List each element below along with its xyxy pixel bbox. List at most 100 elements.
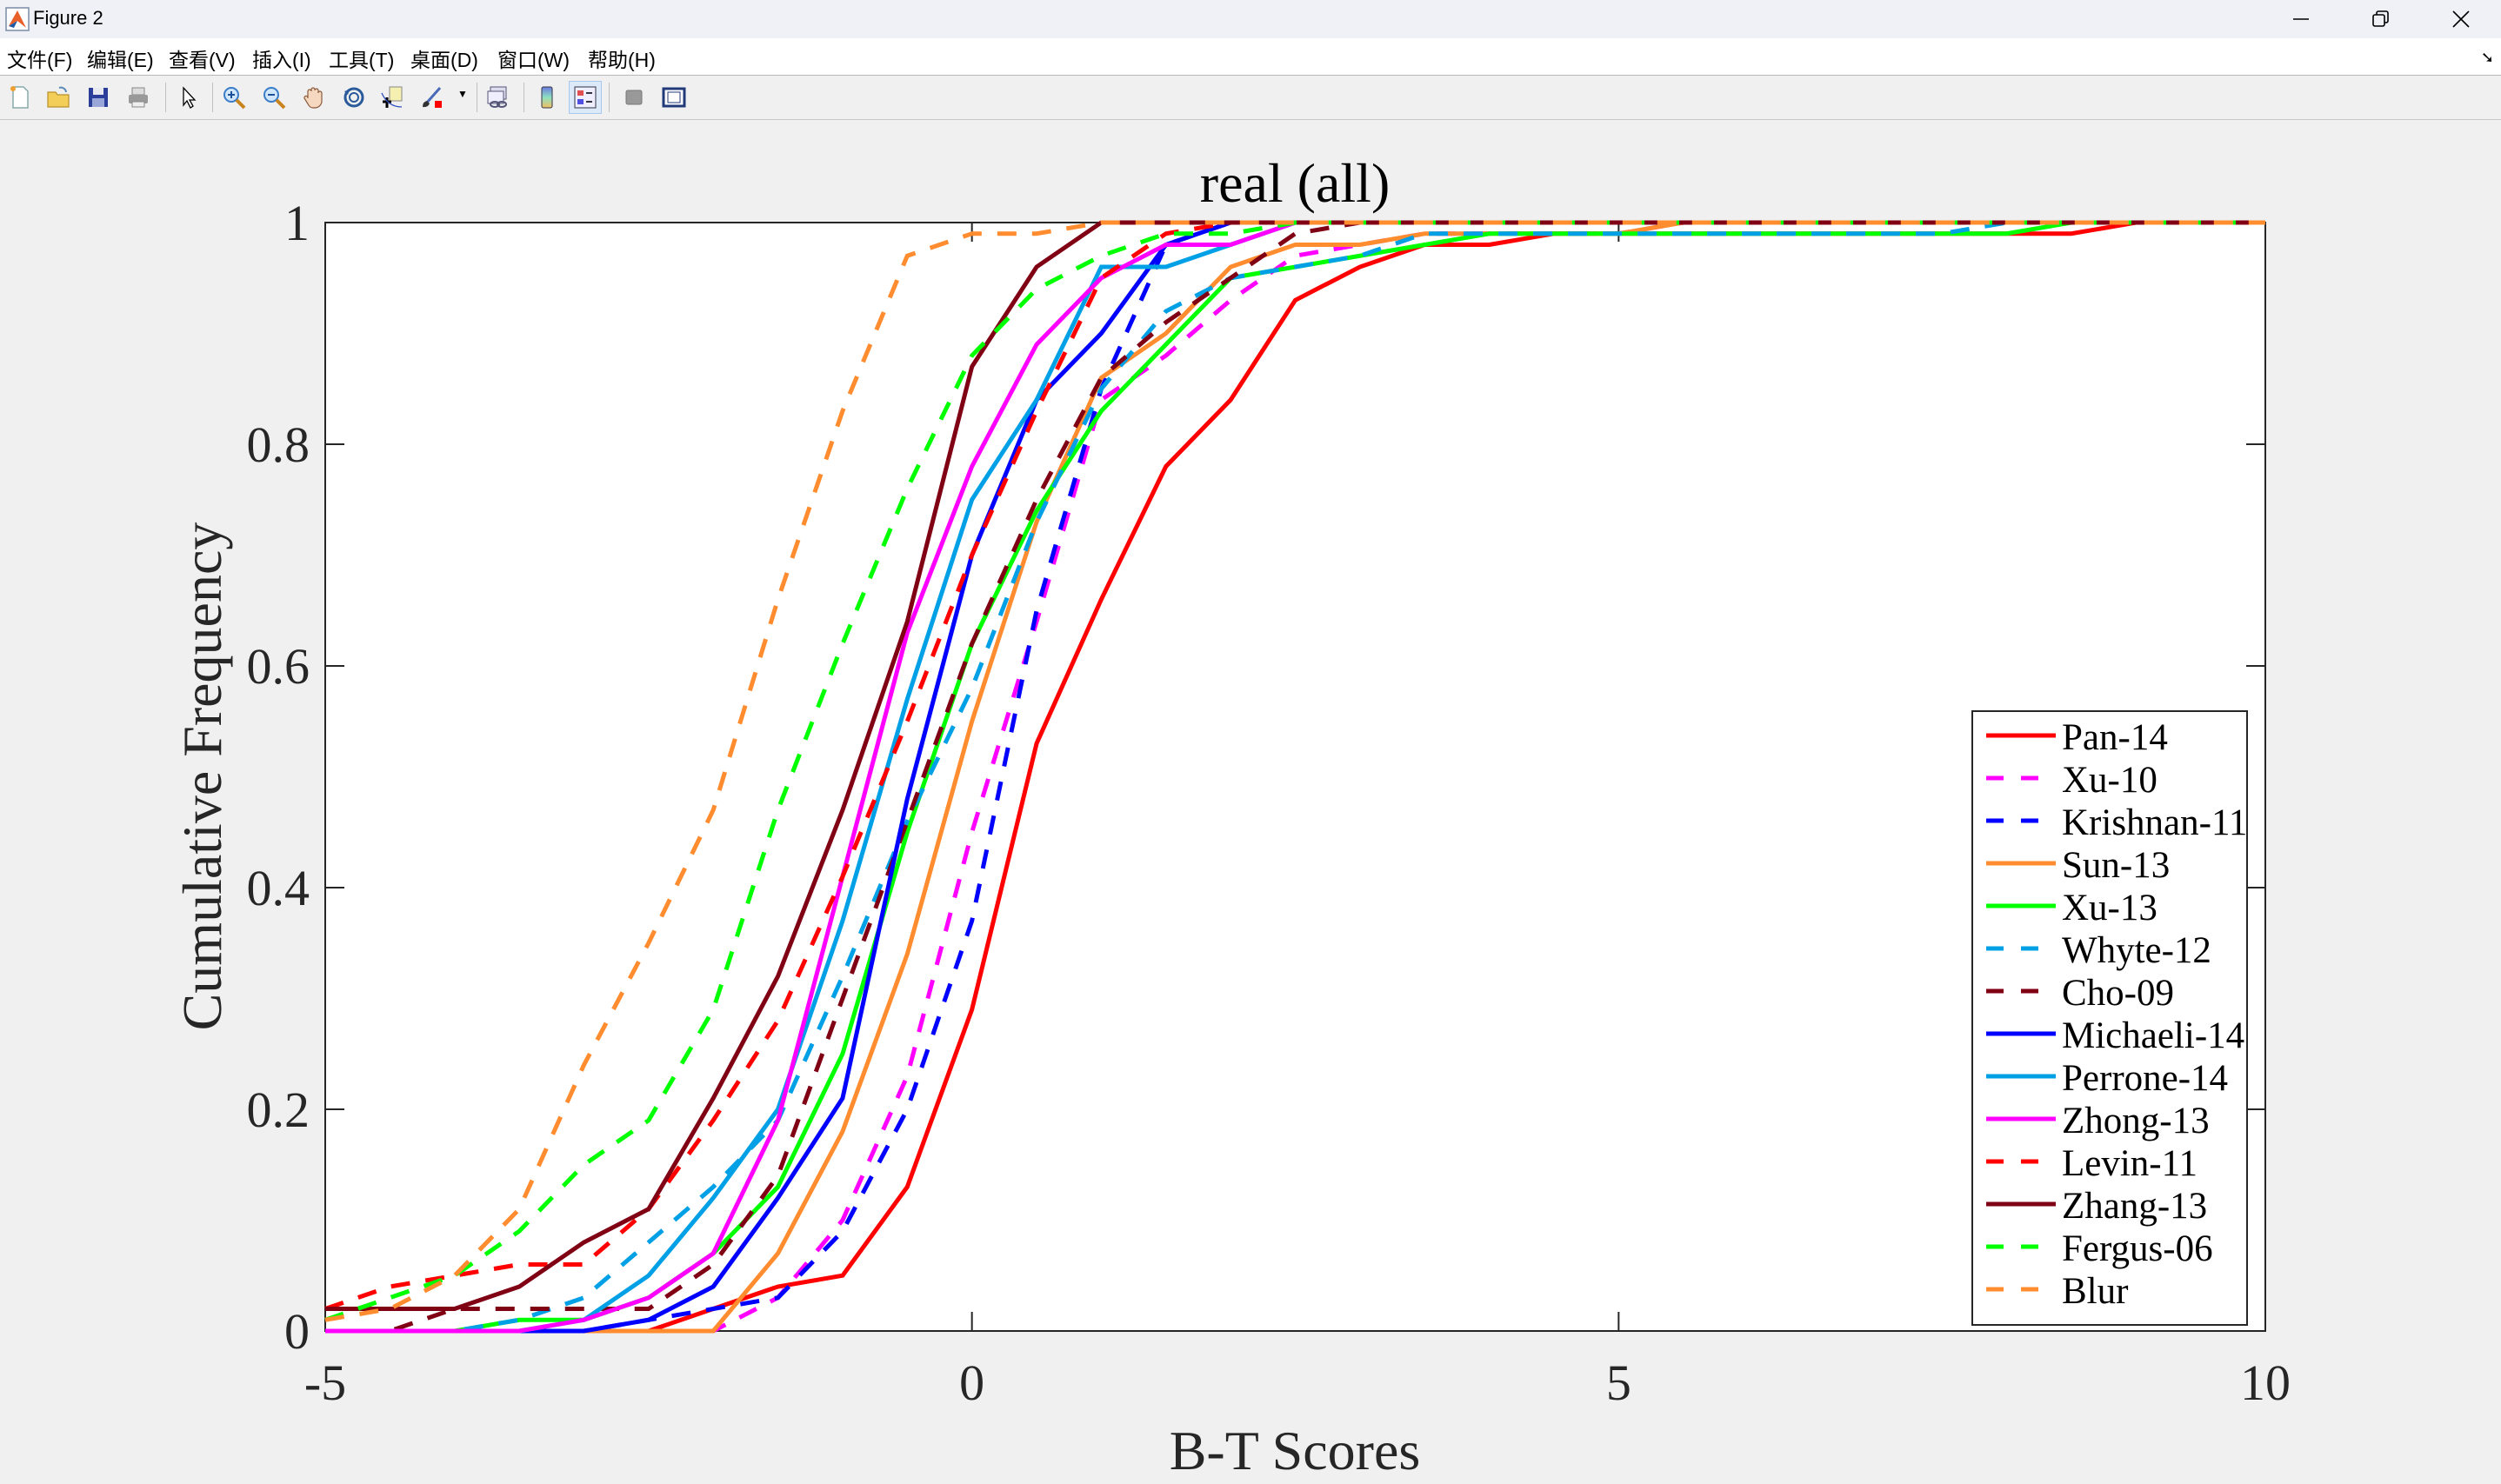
data-cursor-button[interactable] <box>376 81 409 114</box>
legend-item[interactable]: Blur <box>1986 1271 2128 1312</box>
legend-label: Michaeli-14 <box>2062 1015 2244 1056</box>
series-lines <box>324 220 2265 1334</box>
legend-item[interactable]: Xu-10 <box>1986 760 2158 801</box>
link-plot-button[interactable] <box>482 81 515 114</box>
y-tick-label: 0.8 <box>247 416 310 473</box>
x-tick-label: 5 <box>1606 1354 1631 1411</box>
new-figure-button[interactable] <box>3 81 37 114</box>
legend-item[interactable]: Perrone-14 <box>1986 1058 2228 1099</box>
link-plot-icon <box>487 86 507 108</box>
save-icon <box>89 88 108 107</box>
new-figure-icon <box>10 86 29 109</box>
menu-tools[interactable]: 工具(T) <box>329 49 395 71</box>
insert-colorbar-button[interactable] <box>530 81 564 114</box>
data-cursor-icon <box>381 86 403 108</box>
legend-label: Perrone-14 <box>2062 1058 2228 1099</box>
legend[interactable]: Pan-14Xu-10Krishnan-11Sun-13Xu-13Whyte-1… <box>1971 710 2248 1326</box>
hide-plot-tools-icon <box>625 90 643 105</box>
close-button[interactable] <box>2421 0 2501 38</box>
plot-area <box>324 222 2266 1332</box>
legend-label: Sun-13 <box>2062 845 2170 886</box>
legend-label: Pan-14 <box>2062 717 2168 758</box>
brush-button[interactable] <box>416 81 449 114</box>
menu-help[interactable]: 帮助(H) <box>588 49 656 71</box>
x-tick-label: 0 <box>959 1354 984 1411</box>
legend-label: Krishnan-11 <box>2062 802 2247 843</box>
close-icon <box>2452 10 2470 28</box>
legend-icon <box>574 86 597 109</box>
zoom-out-button[interactable] <box>257 81 290 114</box>
legend-label: Levin-11 <box>2062 1143 2198 1184</box>
menu-desktop[interactable]: 桌面(D) <box>410 49 478 71</box>
legend-label: Zhong-13 <box>2062 1101 2210 1141</box>
legend-item[interactable]: Sun-13 <box>1986 845 2170 886</box>
y-tick-label: 0.6 <box>247 638 310 695</box>
y-tick-label: 0.4 <box>247 860 310 916</box>
title-bar: Figure 2 <box>0 0 2501 38</box>
minimize-button[interactable] <box>2261 0 2341 38</box>
legend-label: Blur <box>2062 1271 2128 1312</box>
y-tick-label: 0 <box>284 1303 310 1360</box>
x-tick-label: 10 <box>2240 1354 2291 1411</box>
edit-plot-arrow-icon <box>183 86 197 109</box>
series-line-blur <box>324 220 2265 1322</box>
legend-label: Xu-13 <box>2062 888 2158 928</box>
matlab-logo-icon <box>5 7 30 31</box>
menu-file[interactable]: 文件(F) <box>7 49 73 71</box>
open-file-button[interactable] <box>42 81 75 114</box>
brush-icon <box>423 87 442 108</box>
legend-item[interactable]: Zhang-13 <box>1986 1186 2207 1227</box>
minimize-icon <box>2293 18 2309 20</box>
show-plot-tools-button[interactable] <box>657 81 690 114</box>
colorbar-icon <box>541 86 553 109</box>
legend-item[interactable]: Cho-09 <box>1986 973 2174 1014</box>
figure-canvas: real (all) -5 0 5 10 0 0.2 0.4 0.6 0.8 1 B-T Scor… <box>0 120 2501 1481</box>
zoom-in-icon <box>223 87 246 110</box>
legend-box <box>1971 710 2248 1326</box>
menu-window[interactable]: 窗口(W) <box>497 49 570 71</box>
save-button[interactable] <box>82 81 115 114</box>
legend-item[interactable]: Pan-14 <box>1986 717 2168 758</box>
undock-arrow-icon[interactable]: ➘ <box>2480 49 2494 66</box>
legend-item[interactable]: Zhong-13 <box>1986 1101 2210 1141</box>
show-plot-tools-icon <box>662 87 686 108</box>
legend-item[interactable]: Xu-13 <box>1986 888 2158 928</box>
legend-item[interactable]: Fergus-06 <box>1986 1228 2213 1269</box>
x-tick-label: -5 <box>304 1354 346 1411</box>
legend-label: Whyte-12 <box>2062 930 2211 971</box>
insert-legend-button[interactable] <box>569 81 602 114</box>
y-axis-label: Cumulative Frequency <box>171 522 233 1031</box>
brush-dropdown-icon[interactable]: ▼ <box>457 88 468 100</box>
y-tick-label: 1 <box>284 195 310 251</box>
menu-edit[interactable]: 编辑(E) <box>87 49 154 71</box>
legend-item[interactable]: Levin-11 <box>1986 1143 2198 1184</box>
pan-hand-icon <box>303 87 323 109</box>
legend-label: Cho-09 <box>2062 973 2174 1014</box>
x-axis-label: B-T Scores <box>1170 1420 1421 1480</box>
zoom-in-button[interactable] <box>217 81 250 114</box>
edit-plot-button[interactable] <box>172 81 205 114</box>
legend-item[interactable]: Krishnan-11 <box>1986 802 2247 843</box>
y-tick-label: 0.2 <box>247 1081 310 1138</box>
figure-toolbar: ▼ <box>0 76 2501 120</box>
hide-plot-tools-button[interactable] <box>617 81 650 114</box>
legend-label: Fergus-06 <box>2062 1228 2213 1269</box>
legend-label: Zhang-13 <box>2062 1186 2207 1227</box>
window-title: Figure 2 <box>33 7 103 29</box>
chart-title: real (all) <box>1200 152 1391 214</box>
print-button[interactable] <box>122 81 155 114</box>
legend-item[interactable]: Whyte-12 <box>1986 930 2211 971</box>
menu-bar: 文件(F) 编辑(E) 查看(V) 插入(I) 工具(T) 桌面(D) 窗口(W… <box>0 38 2501 76</box>
menu-insert[interactable]: 插入(I) <box>252 49 311 71</box>
menu-view[interactable]: 查看(V) <box>169 49 236 71</box>
legend-item[interactable]: Michaeli-14 <box>1986 1015 2244 1056</box>
restore-button[interactable] <box>2341 0 2421 38</box>
pan-button[interactable] <box>297 81 330 114</box>
legend-label: Xu-10 <box>2062 760 2158 801</box>
rotate-3d-button[interactable] <box>337 81 370 114</box>
series-line-whyte-12 <box>325 220 2265 1334</box>
open-file-icon <box>47 86 70 108</box>
zoom-out-icon <box>263 87 286 110</box>
